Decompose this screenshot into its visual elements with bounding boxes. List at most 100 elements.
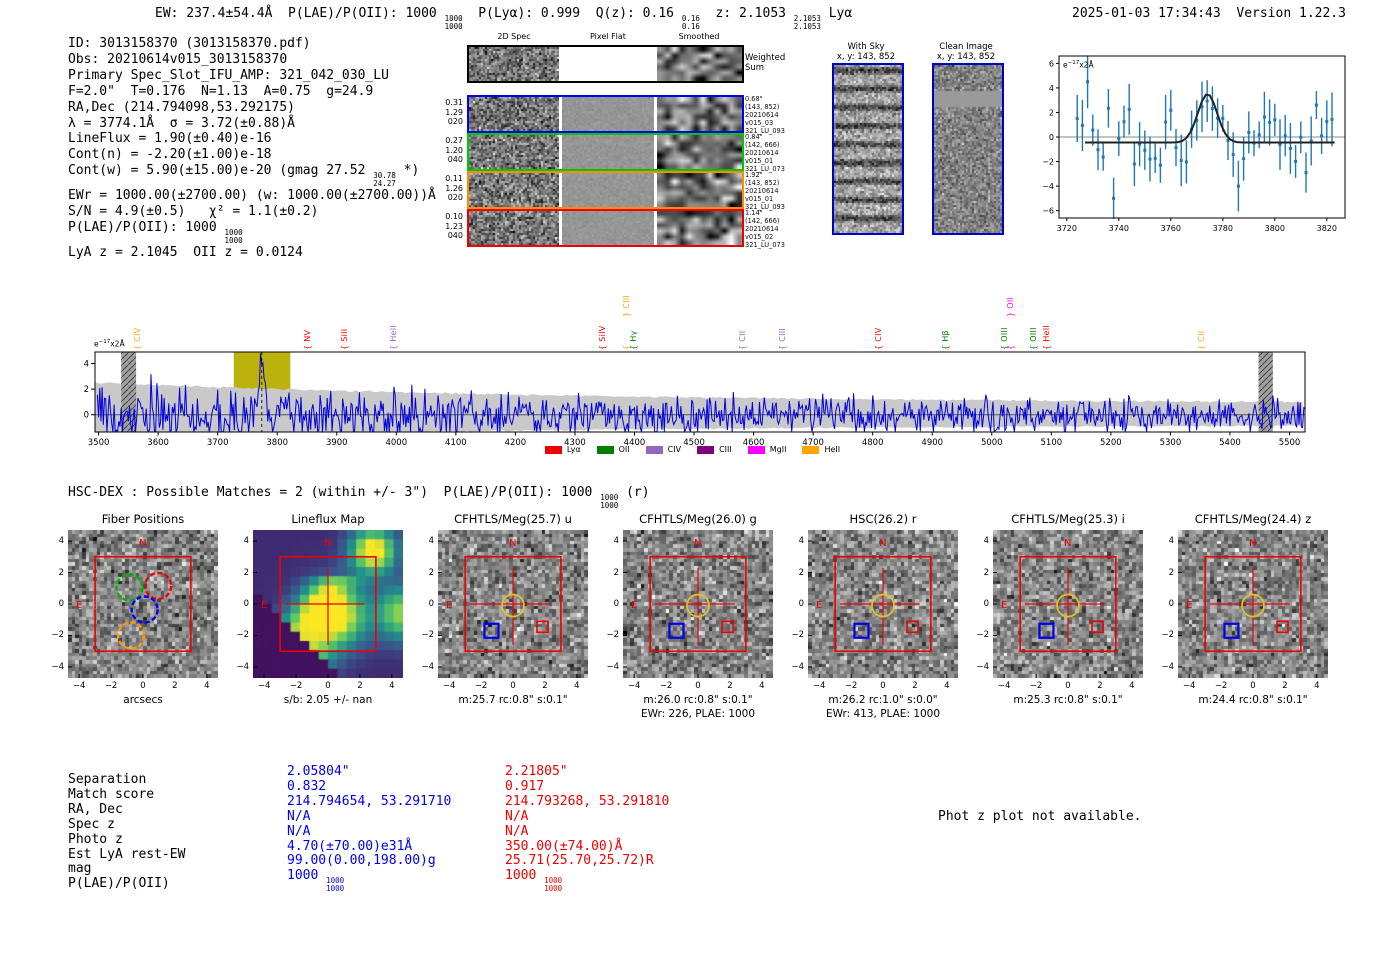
spec2d-spec xyxy=(469,173,559,207)
svg-text:4700: 4700 xyxy=(802,438,824,448)
sky-panel-title: Clean Image xyxy=(939,42,993,52)
flux-units-annotation: e−17x2Å xyxy=(94,339,125,349)
svg-text:E: E xyxy=(1186,600,1192,611)
with-sky-image xyxy=(832,63,904,235)
spec2d-row xyxy=(467,45,744,83)
svg-text:3820: 3820 xyxy=(1317,224,1337,233)
info-line-1: Obs: 20210614v015_3013158370 xyxy=(68,51,288,67)
cutout-ytick: −4 xyxy=(236,661,249,672)
legend-swatch xyxy=(802,445,820,454)
svg-text:4: 4 xyxy=(84,360,89,370)
cutout-ytick: −2 xyxy=(421,630,434,641)
legend-swatch xyxy=(596,445,614,454)
cutout-ytick: 2 xyxy=(428,567,434,578)
svg-text:4400: 4400 xyxy=(624,438,646,448)
header-measurements: EW: 237.4±54.4Å P(LAE)/P(OII): 1000 1000… xyxy=(155,6,853,32)
match-candidate-column-2: 2.21805" 0.917 214.793268, 53.291810 N/A N/A… xyxy=(505,764,670,894)
match-table-label: Est LyA rest-EW xyxy=(68,846,186,862)
cutout-overlay: NE xyxy=(808,538,948,678)
info-line-10: S/N = 4.9(±0.5) χ² = 1.1(±0.2) xyxy=(68,204,319,220)
cutout-ytick: 0 xyxy=(613,599,619,609)
cutout-title: CFHTLS/Meg(26.0) g xyxy=(639,512,757,526)
cutout-xtick: 2 xyxy=(1282,681,1288,691)
line-marker-cii: { CII xyxy=(1197,330,1207,350)
spec2d-pixelflat-blank xyxy=(562,47,654,81)
photz-note: Phot z plot not available. xyxy=(938,809,1142,824)
detection-info-block: ID: 3013158370 (3013158370.pdf) Obs: 2021… xyxy=(68,36,436,261)
svg-text:2: 2 xyxy=(1049,108,1054,117)
spec2d-pixelflat xyxy=(562,135,654,169)
cutout-ytick: −2 xyxy=(51,630,64,641)
svg-text:3600: 3600 xyxy=(147,438,169,448)
cutout-ytick: 2 xyxy=(983,567,989,578)
legend-item-lyα: Lyα xyxy=(544,445,581,454)
svg-text:N: N xyxy=(509,538,516,549)
line-marker-ciii: { CIII xyxy=(778,327,788,350)
svg-text:3500: 3500 xyxy=(88,438,110,448)
line-marker-civ: { CIV xyxy=(874,327,884,350)
cutout-xtick: −4 xyxy=(1182,681,1196,691)
stacked-uncertainty: 1000 1000 xyxy=(326,876,345,894)
legend-swatch xyxy=(544,445,562,454)
svg-text:4: 4 xyxy=(1049,84,1054,93)
spec2d-row xyxy=(467,133,744,171)
svg-text:3760: 3760 xyxy=(1161,224,1181,233)
line-marker-heii: { HeII xyxy=(389,324,399,350)
svg-text:3800: 3800 xyxy=(266,438,288,448)
spec2d-smoothed xyxy=(657,47,742,81)
cutout-xtick: 0 xyxy=(510,681,516,691)
svg-text:6: 6 xyxy=(1049,59,1054,68)
spec2d-smoothed xyxy=(657,135,742,169)
full-spectrum-plot: 3500 3600 3700 3800 3900 4000 4100 4200 4300 4400… xyxy=(80,275,1325,470)
line-marker-civ: { CIV xyxy=(133,327,143,350)
line-marker-oii: } OII xyxy=(1006,296,1016,317)
line-marker-brace: { xyxy=(1006,344,1016,350)
stacked-uncertainty: 2.1053 2.1053 xyxy=(793,14,821,32)
cutout-xtick: −4 xyxy=(997,681,1011,691)
legend-swatch xyxy=(747,445,765,454)
info-line-2: Primary Spec_Slot_IFU_AMP: 321_042_030_L… xyxy=(68,67,389,83)
match-value: 4.70(±70.00)e31Å xyxy=(287,838,413,854)
cutout-xtick: −4 xyxy=(442,681,456,691)
cutout-title: HSC(26.2) r xyxy=(849,512,917,526)
line-fit-inset-plot: 3720 3740 3760 3780 3800 3820 −6 −4 −2 0 2 4 6 e−17x2… xyxy=(1035,48,1365,248)
cutout-ytick: −2 xyxy=(606,630,619,641)
spec2d-smoothed xyxy=(657,97,742,131)
cutout-ytick: −2 xyxy=(236,630,249,641)
spec2d-row-right-labels: 1.14" (142, 666) 20210614 v015_02 321_LU_073 xyxy=(745,209,785,249)
match-value: 214.794654, 53.291710 xyxy=(287,793,452,809)
spec2d-row xyxy=(467,95,744,133)
report-datetime: 2025-01-03 17:34:43 xyxy=(1072,6,1221,21)
match-value: 214.793268, 53.291810 xyxy=(505,793,670,809)
cutout-xtick: 4 xyxy=(759,681,765,691)
cutout-ytick: 0 xyxy=(1168,599,1174,609)
cutout-ytick: 2 xyxy=(613,567,619,578)
match-table-label: Match score xyxy=(68,786,155,802)
cutout-ytick: −4 xyxy=(791,661,804,672)
stacked-uncertainty: 1000 1000 xyxy=(224,228,243,246)
cutout-ytick: 4 xyxy=(1168,536,1174,547)
svg-text:E: E xyxy=(76,600,82,611)
cutout-ytick: −4 xyxy=(976,661,989,672)
stacked-uncertainty: 0.16 0.16 xyxy=(681,14,700,32)
stacked-uncertainty: 30.78 24.27 xyxy=(373,171,396,189)
match-table-label: mag xyxy=(68,861,92,877)
match-value: N/A xyxy=(505,823,529,839)
cutout-xtick: −2 xyxy=(104,681,118,691)
cutout-overlay: NE xyxy=(438,538,578,678)
cutout-ytick: 0 xyxy=(798,599,804,609)
spectrum-legend: Lyα OII CIV CIII MgII HeII xyxy=(80,445,1305,454)
svg-text:5200: 5200 xyxy=(1100,438,1122,448)
svg-text:−2: −2 xyxy=(1042,158,1054,167)
line-marker-heii: { HeII xyxy=(1041,324,1051,350)
legend-label: OII xyxy=(618,445,630,454)
svg-text:4500: 4500 xyxy=(683,438,705,448)
svg-text:0: 0 xyxy=(1049,133,1054,142)
match-plae-value: 1000 1000 1000 xyxy=(287,868,345,894)
match-table-label: RA, Dec xyxy=(68,801,123,817)
info-line-11: P(LAE)/P(OII): 1000 1000 1000 xyxy=(68,220,243,246)
cutout-caption: m:24.4 rc:0.8" s:0.1" xyxy=(1198,694,1308,706)
match-value: 99.00(0.00,198.00)g xyxy=(287,853,436,869)
svg-text:5300: 5300 xyxy=(1160,438,1182,448)
spec2d-row-left-labels: 0.27 1.20 040 xyxy=(445,136,463,164)
